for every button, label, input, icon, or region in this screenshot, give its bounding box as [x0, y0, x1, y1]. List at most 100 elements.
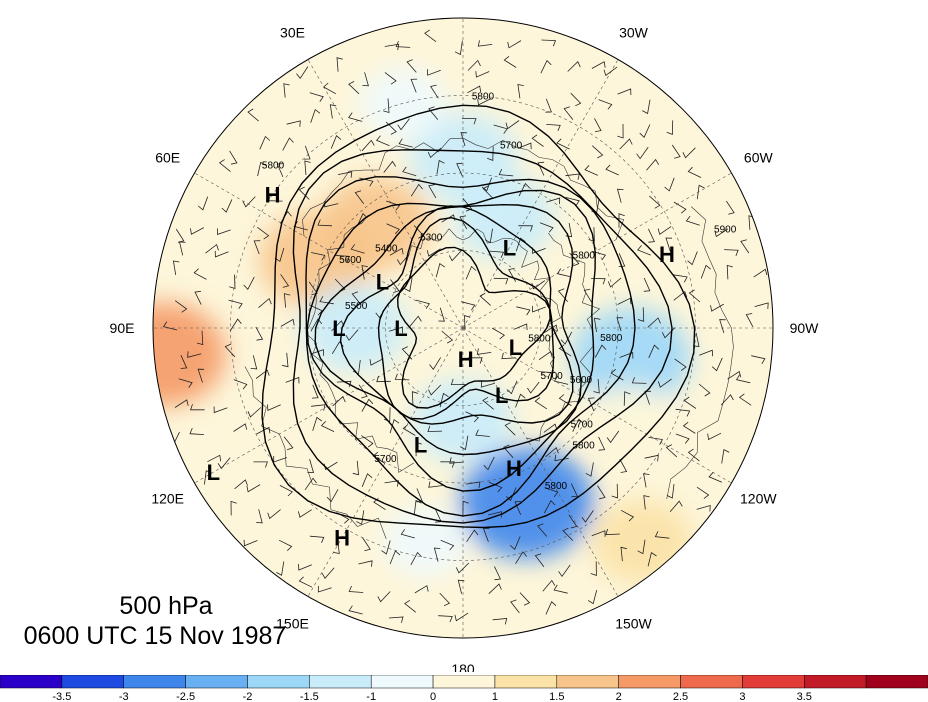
wind-barb [361, 398, 374, 412]
wind-barb [617, 123, 624, 139]
colorbar-box [680, 675, 743, 689]
wind-barb [190, 227, 204, 235]
wind-barb [352, 359, 361, 375]
wind-barb [242, 196, 256, 208]
wind-barb [546, 124, 561, 132]
pressure-center-low: L [394, 316, 407, 341]
wind-barb [298, 576, 313, 588]
wind-barb [682, 147, 696, 159]
wind-barb [618, 253, 626, 267]
wind-barb [456, 162, 463, 177]
wind-barb [383, 98, 390, 114]
contour-label: 5800 [572, 441, 595, 452]
wind-barb [358, 384, 368, 399]
pressure-center-low: L [332, 316, 345, 341]
anomaly-blob [153, 302, 226, 407]
wind-barb [581, 510, 594, 523]
wind-barb [631, 377, 647, 384]
wind-barb [402, 424, 416, 436]
wind-barb [754, 302, 769, 309]
wind-barb [647, 552, 657, 567]
wind-barb [553, 375, 569, 385]
wind-barb [714, 228, 729, 238]
wind-barb [217, 457, 231, 470]
wind-barb [540, 59, 552, 74]
wind-barb [352, 460, 360, 476]
wind-barb [719, 319, 726, 334]
wind-barb [348, 112, 363, 122]
parallel-circle [307, 172, 619, 484]
wind-barb [283, 293, 291, 308]
wind-barb [428, 184, 437, 199]
wind-barb [465, 265, 477, 280]
pressure-center-low: L [509, 335, 522, 360]
wind-barb [267, 404, 281, 411]
wind-barb [253, 240, 261, 255]
wind-barb [687, 448, 700, 462]
wind-barb [636, 146, 649, 160]
wind-barb [383, 160, 397, 173]
wind-barb [439, 592, 451, 607]
wind-barb [428, 481, 443, 488]
wind-barb [329, 104, 337, 119]
wind-barb [606, 430, 620, 444]
wind-barb [466, 481, 481, 488]
wind-barb [389, 419, 400, 434]
wind-barb [384, 72, 397, 85]
wind-barb [617, 297, 632, 305]
wind-barb [546, 197, 561, 205]
colorbar-label: 2.5 [673, 691, 688, 702]
title-time: 0600 UTC 15 Nov 1987 [23, 622, 287, 650]
wind-barb [410, 183, 423, 197]
wind-barb [274, 247, 285, 263]
wind-barb [643, 473, 650, 488]
wind-barb [428, 106, 439, 120]
wind-barb [174, 300, 188, 313]
wind-barb [247, 407, 262, 418]
anomaly-blob [320, 177, 431, 270]
coastline [305, 214, 415, 473]
wind-barb [570, 92, 582, 107]
wind-barb [585, 462, 594, 477]
wind-barb [683, 396, 697, 409]
wind-barb [637, 245, 651, 256]
wind-barb [259, 135, 271, 150]
wind-barbs [162, 29, 769, 625]
wind-barb [617, 88, 632, 96]
wind-barb [664, 177, 675, 192]
wind-barb [362, 72, 369, 87]
wind-barb [587, 397, 595, 412]
wind-barb [477, 98, 492, 106]
wind-barb [671, 144, 681, 159]
wind-barb [377, 591, 391, 603]
contour-label: 5700 [571, 420, 594, 431]
wind-barb [427, 425, 443, 433]
wind-barb [429, 357, 442, 370]
wind-barb [665, 237, 673, 252]
wind-barb [229, 150, 238, 165]
wind-barb [189, 427, 204, 435]
wind-barb [558, 564, 571, 577]
wind-barb [483, 456, 495, 471]
wind-barb [710, 303, 725, 312]
pressure-center-high: H [659, 242, 675, 267]
wind-barb [479, 292, 491, 306]
wind-barb [234, 479, 248, 490]
wind-barb [217, 228, 231, 235]
wind-barb [537, 161, 545, 176]
pressure-center-high: H [265, 183, 281, 208]
wind-barb [321, 567, 335, 579]
wind-barb [178, 241, 186, 256]
wind-barb [385, 121, 397, 135]
wind-barb [410, 551, 422, 566]
wind-barb [531, 134, 544, 147]
wind-barb [593, 378, 600, 394]
wind-barb [753, 268, 768, 278]
longitude-label: 30W [619, 25, 649, 41]
wind-barb [229, 318, 242, 332]
wind-barb [515, 551, 528, 565]
wind-barb [492, 618, 508, 625]
wind-barb [572, 418, 584, 432]
wind-barb [356, 510, 365, 525]
wind-barb [598, 436, 606, 451]
